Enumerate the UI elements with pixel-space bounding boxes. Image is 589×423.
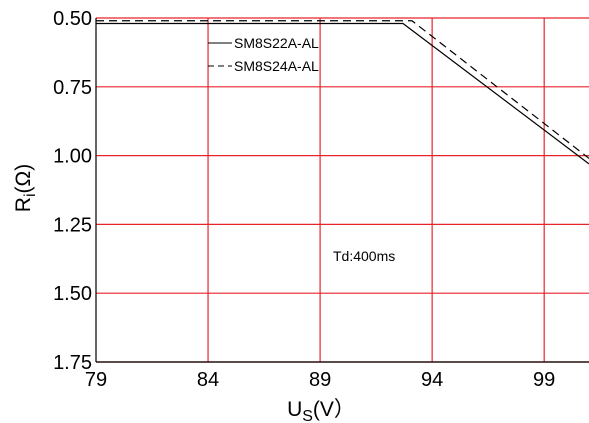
y-tick-label-1.00: 1.00 bbox=[53, 146, 92, 168]
axes bbox=[95, 18, 589, 363]
legend-label-sm8s24a-al: SM8S24A-AL bbox=[234, 58, 319, 74]
legend-label-sm8s22a-al: SM8S22A-AL bbox=[234, 35, 319, 51]
y-tick-label-1.25: 1.25 bbox=[53, 214, 92, 236]
y-axis-title: Ri(Ω) bbox=[12, 164, 39, 212]
x-tick-label-84: 84 bbox=[197, 369, 219, 391]
legend: SM8S22A-AL SM8S24A-AL bbox=[208, 35, 319, 74]
x-tick-label-79: 79 bbox=[85, 369, 107, 391]
y-tick-label-1.75: 1.75 bbox=[53, 352, 92, 374]
y-tick-label-0.75: 0.75 bbox=[53, 77, 92, 99]
x-tick-label-89: 89 bbox=[309, 369, 331, 391]
series-line-sm8s24a-al bbox=[96, 20, 589, 159]
y-tick-label-1.50: 1.50 bbox=[53, 283, 92, 305]
series-line-sm8s22a-al bbox=[96, 22, 589, 165]
grid-lines bbox=[96, 17, 589, 363]
y-tick-label-0.50: 0.50 bbox=[53, 8, 92, 30]
x-tick-label-99: 99 bbox=[533, 369, 555, 391]
tick-labels: 79 84 89 94 99 0.50 0.75 1.00 1.25 1.50 1.75 bbox=[53, 8, 555, 391]
annotation-td: Td:400ms bbox=[333, 248, 395, 264]
x-tick-label-94: 94 bbox=[421, 369, 443, 391]
series-lines bbox=[96, 20, 589, 165]
x-axis-title: US(V） bbox=[287, 398, 355, 423]
